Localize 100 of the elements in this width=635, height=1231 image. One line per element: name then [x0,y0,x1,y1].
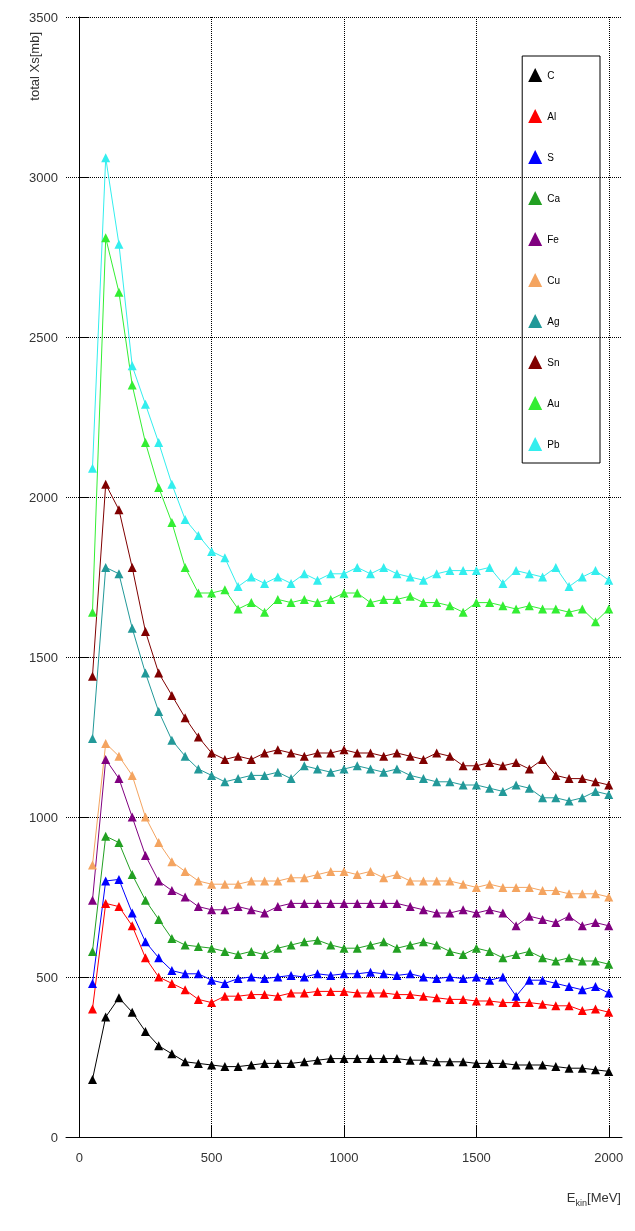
point [471,908,481,918]
point [458,974,468,984]
point [405,1055,415,1065]
point [339,588,349,598]
point [273,972,283,982]
point [392,943,402,953]
point [538,975,548,985]
point [458,879,468,889]
point [326,748,336,758]
point [498,578,508,588]
point [379,767,389,777]
point [273,991,283,1001]
point [246,972,256,982]
point [87,463,97,473]
point [511,1060,521,1070]
x-tick-label: 500 [200,1150,223,1165]
point [458,950,468,960]
point [207,998,217,1008]
point [313,986,323,996]
point [154,668,164,678]
point [140,668,150,678]
y-tick-label: 2000 [29,489,58,505]
y-tick-label: 0 [50,1129,58,1145]
point [511,604,521,614]
point [432,748,442,758]
point [365,569,375,579]
point [167,886,177,896]
point [485,1058,495,1068]
point [511,991,521,1001]
point [365,988,375,998]
point [193,530,203,540]
point [564,911,574,921]
point [127,770,137,780]
point [87,1004,97,1014]
point [458,566,468,576]
point [101,831,111,841]
point [511,566,521,576]
point [87,860,97,870]
point [551,918,561,928]
point [418,1055,428,1065]
point [193,1058,203,1068]
point [352,562,362,572]
point [286,940,296,950]
point [286,774,296,784]
point [551,956,561,966]
point [524,764,534,774]
point [299,972,309,982]
point [167,479,177,489]
point [524,946,534,956]
point [273,902,283,912]
point [591,777,601,787]
point [101,754,111,764]
point [471,780,481,790]
point [127,562,137,572]
point [551,886,561,896]
legend-label: Ca [547,192,561,204]
point [273,943,283,953]
point [193,876,203,886]
legend-label: Pb [547,438,560,450]
point [114,874,124,884]
point [577,1063,587,1073]
point [140,1026,150,1036]
point [87,607,97,617]
point [418,905,428,915]
point [233,604,243,614]
point [352,988,362,998]
point [405,876,415,886]
point [233,582,243,592]
point [220,754,230,764]
point [405,940,415,950]
point [273,767,283,777]
point [193,994,203,1004]
point [604,780,614,790]
point [418,598,428,608]
y-tick-label: 500 [36,969,58,985]
point [114,774,124,784]
point [392,764,402,774]
point [498,1058,508,1068]
point [87,671,97,681]
point [127,380,137,390]
point [286,598,296,608]
point [524,783,534,793]
point [313,870,323,880]
point [260,607,270,617]
point [418,575,428,585]
point [193,764,203,774]
point [246,770,256,780]
point [326,767,336,777]
point [577,956,587,966]
y-tick-label: 3000 [29,169,58,185]
point [564,982,574,992]
point [246,990,256,1000]
point [538,914,548,924]
point [114,505,124,515]
point [180,866,190,876]
y-tick-label: 1500 [29,649,58,665]
point [87,1074,97,1084]
point [564,796,574,806]
point [379,562,389,572]
point [220,1062,230,1072]
